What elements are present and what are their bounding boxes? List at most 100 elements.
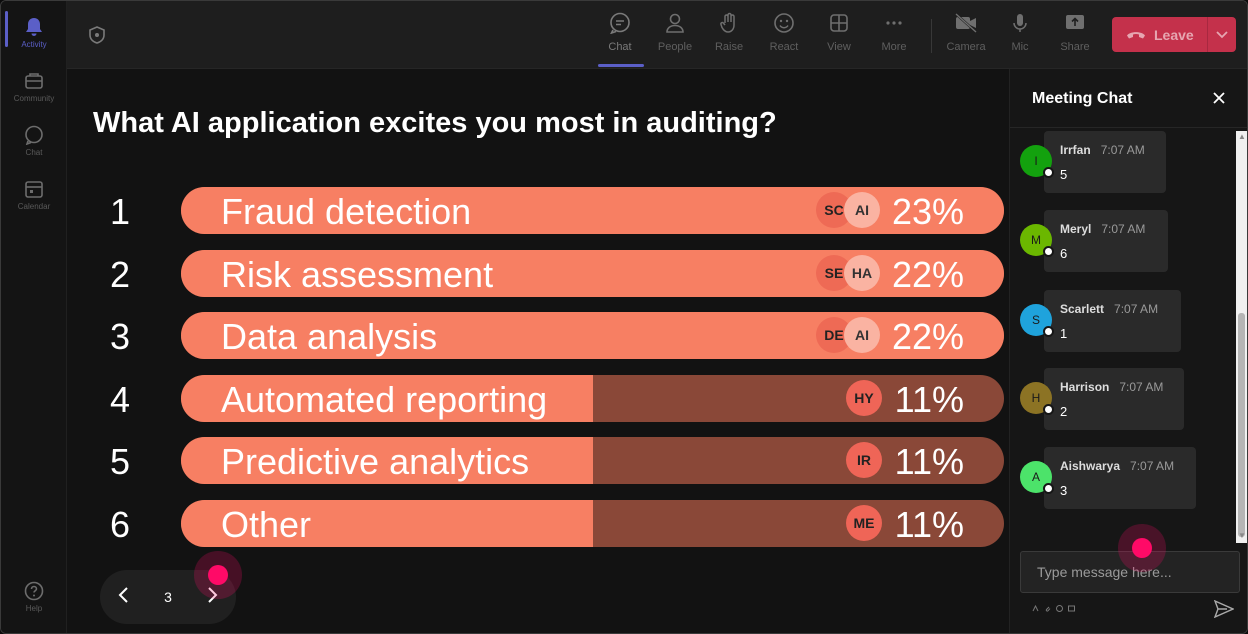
poll-result-bar: Data analysis DE AI 22% (181, 312, 1004, 359)
sender-name: Irrfan (1060, 143, 1091, 157)
grid-icon (827, 11, 851, 35)
leave-button[interactable]: Leave (1112, 17, 1236, 52)
chat-message-bubble: Irrfan 7:07 AM 5 (1044, 131, 1166, 193)
toolbar-button-label: Chat (608, 41, 632, 53)
chat-title: Meeting Chat (1032, 90, 1133, 107)
poll-option-row: 6 Other ME 11% (67, 499, 1009, 548)
poll-option-percent: 11% (894, 503, 964, 545)
poll-option-label: Risk assessment (221, 253, 494, 295)
poll-result-fill (181, 374, 593, 422)
poll-result-bar: Risk assessment SE HA 22% (181, 249, 1004, 297)
poll-option-percent: 11% (894, 441, 964, 482)
toolbar-button-label: Raise (714, 41, 744, 53)
toolbar-divider (931, 19, 932, 53)
attach-icon[interactable] (1044, 605, 1051, 612)
voter-avatar: HY (846, 379, 882, 416)
voter-avatar: SE (816, 254, 852, 291)
scroll-down-icon[interactable]: ▼ (1238, 531, 1246, 540)
rail-item-help[interactable]: Help (1, 571, 67, 623)
chat-message-bubble: Meryl 7:07 AM 6 (1044, 210, 1168, 272)
format-icon[interactable] (1032, 605, 1039, 612)
chevron-down-icon[interactable] (1208, 30, 1236, 39)
camera-off-icon (954, 11, 978, 35)
chat-message: Irrfan 7:07 AM 5 I (1020, 131, 1240, 197)
presence-icon (1043, 167, 1054, 178)
message-timestamp: 7:07 AM (1114, 302, 1159, 316)
message-text: 1 (1060, 326, 1068, 341)
poll-option-row: 4 Automated reporting HY 11% (67, 374, 1009, 423)
chat-icon (24, 125, 44, 145)
chevron-left-icon[interactable] (118, 586, 130, 609)
scroll-up-icon[interactable]: ▲ (1238, 132, 1246, 141)
toolbar-view-button[interactable]: View (815, 11, 863, 61)
poll-result-bar: Predictive analytics IR 11% (181, 437, 1004, 484)
message-text: 3 (1060, 483, 1068, 498)
rail-item-community[interactable]: Community (1, 61, 67, 113)
presence-icon (1043, 404, 1054, 415)
chat-message: Harrison 7:07 AM 2 H (1020, 368, 1240, 434)
voter-avatar: ME (846, 504, 882, 541)
rail-item-chat[interactable]: Chat (1, 115, 67, 167)
message-timestamp: 7:07 AM (1130, 459, 1175, 473)
share-icon (1063, 11, 1087, 35)
voter-avatar: AI (844, 317, 880, 353)
toolbar-button-label: React (769, 41, 799, 53)
page-number: 3 (164, 589, 172, 605)
emoji-icon[interactable] (1056, 605, 1063, 612)
chat-message-input[interactable] (1020, 551, 1240, 593)
rail-item-activity[interactable]: Activity (1, 7, 67, 59)
poll-option-number: 1 (109, 191, 131, 232)
poll-option-row: 2 Risk assessment SE HA 22% (67, 249, 1009, 298)
poll-option-number: 2 (109, 253, 131, 295)
calendar-icon (24, 179, 44, 199)
gif-icon[interactable] (1068, 605, 1075, 612)
poll-option-percent: 11% (894, 378, 964, 420)
toolbar-more-button[interactable]: More (870, 11, 918, 61)
scrollbar-thumb[interactable] (1238, 313, 1245, 537)
poll-option-number: 4 (109, 378, 131, 420)
sender-name: Harrison (1060, 380, 1110, 394)
pointer-highlight (1132, 538, 1152, 558)
rail-item-label: Activity (21, 40, 47, 49)
divider (1010, 127, 1247, 128)
meeting-chat-panel: Meeting Chat Irrfan 7:07 AM 5 I Meryl 7:07 AM… (1009, 69, 1247, 633)
toolbar-button-label: People (657, 41, 693, 53)
close-icon[interactable] (1208, 87, 1230, 109)
poll-option-row: 3 Data analysis DE AI 22% (67, 312, 1009, 360)
toolbar-button-label: More (881, 41, 907, 53)
toolbar-raise-button[interactable]: Raise (705, 11, 753, 61)
toolbar-react-button[interactable]: React (760, 11, 808, 61)
toolbar-camera-button[interactable]: Camera (942, 11, 990, 61)
voter-avatar: AI (844, 192, 880, 228)
poll-option-percent: 22% (891, 253, 964, 295)
send-icon[interactable] (1213, 599, 1235, 620)
help-icon (24, 581, 44, 601)
rail-item-label: Chat (25, 148, 43, 157)
chevron-right-icon[interactable] (206, 586, 218, 609)
rail-item-calendar[interactable]: Calendar (1, 169, 67, 221)
rail-item-label: Calendar (17, 202, 51, 211)
pointer-highlight (208, 565, 228, 585)
message-timestamp: 7:07 AM (1101, 222, 1146, 236)
poll-result-bar: Fraud detection SC AI 23% (181, 187, 1004, 234)
poll-option-label: Data analysis (221, 316, 438, 357)
active-tab-indicator (598, 64, 644, 67)
chat-message: Meryl 7:07 AM 6 M (1020, 210, 1240, 276)
chat-message-bubble: Scarlett 7:07 AM 1 (1044, 290, 1181, 352)
toolbar-share-button[interactable]: Share (1051, 11, 1099, 61)
message-timestamp: 7:07 AM (1119, 380, 1164, 394)
poll-option-row: 1 Fraud detection SC AI 23% (67, 187, 1009, 235)
toolbar-people-button[interactable]: People (651, 11, 699, 61)
toolbar-chat-button[interactable]: Chat (596, 11, 644, 61)
presence-icon (1043, 326, 1054, 337)
presence-icon (1043, 246, 1054, 257)
phone-hangup-icon (1126, 27, 1146, 43)
poll-result-bar: Other ME 11% (181, 499, 1004, 547)
toolbar-mic-button[interactable]: Mic (996, 11, 1044, 61)
shield-icon[interactable] (87, 25, 107, 45)
sender-name: Meryl (1060, 222, 1092, 236)
rail-item-label: Community (13, 94, 55, 103)
toolbar-button-label: Share (1060, 41, 1090, 53)
message-text: 5 (1060, 167, 1068, 182)
message-text: 2 (1060, 404, 1068, 419)
